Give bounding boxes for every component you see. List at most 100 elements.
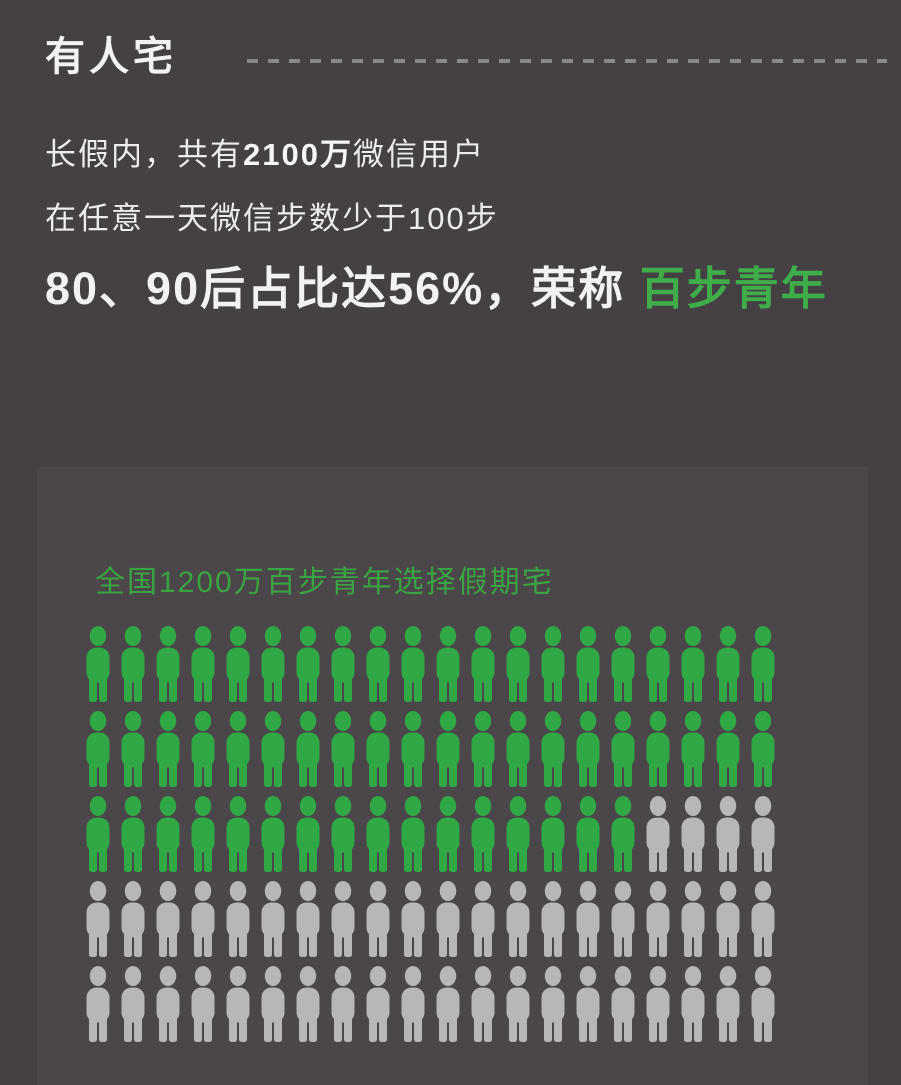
- headline-highlight: 百步青年: [639, 263, 828, 314]
- person-icon-highlighted: [540, 711, 566, 787]
- dashed-divider: [247, 59, 887, 63]
- person-icon-highlighted: [260, 796, 286, 872]
- person-icon-muted: [680, 796, 706, 872]
- person-icon-highlighted: [330, 626, 356, 702]
- person-icon-muted: [225, 881, 251, 957]
- person-icon-highlighted: [225, 626, 251, 702]
- person-icon-highlighted: [540, 796, 566, 872]
- person-icon-highlighted: [435, 711, 461, 787]
- person-icon-highlighted: [470, 711, 496, 787]
- person-icon-highlighted: [85, 796, 111, 872]
- pictograph-grid: [85, 626, 776, 1042]
- person-icon-highlighted: [400, 626, 426, 702]
- person-icon-highlighted: [470, 626, 496, 702]
- intro-line-1-prefix: 长假内，共有: [45, 137, 243, 172]
- person-icon-highlighted: [190, 796, 216, 872]
- person-icon-muted: [330, 881, 356, 957]
- person-icon-highlighted: [750, 626, 776, 702]
- pictograph-row: [85, 881, 776, 957]
- person-icon-highlighted: [470, 796, 496, 872]
- person-icon-muted: [435, 881, 461, 957]
- person-icon-highlighted: [330, 711, 356, 787]
- person-icon-muted: [505, 966, 531, 1042]
- person-icon-highlighted: [155, 626, 181, 702]
- person-icon-highlighted: [575, 626, 601, 702]
- person-icon-muted: [610, 966, 636, 1042]
- person-icon-highlighted: [365, 796, 391, 872]
- person-icon-highlighted: [365, 626, 391, 702]
- person-icon-highlighted: [295, 626, 321, 702]
- person-icon-highlighted: [295, 796, 321, 872]
- person-icon-muted: [190, 881, 216, 957]
- person-icon-muted: [645, 966, 671, 1042]
- person-icon-highlighted: [575, 711, 601, 787]
- page-title: 有人宅: [45, 35, 177, 79]
- person-icon-muted: [295, 881, 321, 957]
- person-icon-highlighted: [505, 796, 531, 872]
- headline: 80、90后占比达56%，荣称 百步青年: [45, 264, 881, 314]
- person-icon-muted: [365, 881, 391, 957]
- person-icon-highlighted: [645, 626, 671, 702]
- person-icon-muted: [505, 881, 531, 957]
- person-icon-muted: [540, 881, 566, 957]
- person-icon-muted: [155, 966, 181, 1042]
- intro-block: 长假内，共有2100万微信用户 在任意一天微信步数少于100步 80、90后占比…: [45, 136, 881, 314]
- person-icon-highlighted: [190, 711, 216, 787]
- person-icon-highlighted: [645, 711, 671, 787]
- headline-text: 80、90后占比达56%，荣称: [45, 263, 640, 314]
- person-icon-highlighted: [85, 626, 111, 702]
- person-icon-muted: [400, 881, 426, 957]
- person-icon-muted: [610, 881, 636, 957]
- person-icon-highlighted: [540, 626, 566, 702]
- person-icon-highlighted: [295, 711, 321, 787]
- person-icon-muted: [120, 881, 146, 957]
- person-icon-muted: [85, 966, 111, 1042]
- person-icon-muted: [750, 966, 776, 1042]
- person-icon-highlighted: [750, 711, 776, 787]
- person-icon-muted: [470, 881, 496, 957]
- person-icon-highlighted: [85, 711, 111, 787]
- person-icon-muted: [120, 966, 146, 1042]
- person-icon-muted: [190, 966, 216, 1042]
- person-icon-highlighted: [155, 711, 181, 787]
- person-icon-muted: [260, 966, 286, 1042]
- person-icon-muted: [295, 966, 321, 1042]
- intro-line-2: 在任意一天微信步数少于100步: [45, 201, 499, 236]
- person-icon-muted: [225, 966, 251, 1042]
- person-icon-highlighted: [680, 711, 706, 787]
- person-icon-highlighted: [610, 626, 636, 702]
- person-icon-muted: [400, 966, 426, 1042]
- person-icon-highlighted: [715, 626, 741, 702]
- intro-line-1: 长假内，共有2100万微信用户: [45, 136, 881, 174]
- person-icon-highlighted: [225, 796, 251, 872]
- intro-line-1-suffix: 微信用户: [352, 137, 485, 172]
- person-icon-highlighted: [505, 626, 531, 702]
- person-icon-muted: [575, 966, 601, 1042]
- person-icon-muted: [540, 966, 566, 1042]
- person-icon-highlighted: [610, 796, 636, 872]
- chart-caption: 全国1200万百步青年选择假期宅: [95, 566, 554, 599]
- person-icon-muted: [645, 881, 671, 957]
- person-icon-muted: [715, 796, 741, 872]
- person-icon-highlighted: [260, 711, 286, 787]
- person-icon-muted: [715, 966, 741, 1042]
- person-icon-highlighted: [715, 711, 741, 787]
- person-icon-muted: [715, 881, 741, 957]
- person-icon-muted: [470, 966, 496, 1042]
- person-icon-muted: [645, 796, 671, 872]
- pictograph-row: [85, 711, 776, 787]
- person-icon-highlighted: [610, 711, 636, 787]
- pictograph-row: [85, 966, 776, 1042]
- person-icon-muted: [85, 881, 111, 957]
- person-icon-highlighted: [365, 711, 391, 787]
- person-icon-highlighted: [120, 711, 146, 787]
- chart-panel: 全国1200万百步青年选择假期宅: [37, 467, 868, 1085]
- person-icon-muted: [575, 881, 601, 957]
- person-icon-muted: [680, 966, 706, 1042]
- person-icon-highlighted: [120, 796, 146, 872]
- person-icon-muted: [435, 966, 461, 1042]
- person-icon-highlighted: [575, 796, 601, 872]
- person-icon-highlighted: [190, 626, 216, 702]
- person-icon-highlighted: [505, 711, 531, 787]
- intro-line-1-number: 2100万: [243, 137, 353, 172]
